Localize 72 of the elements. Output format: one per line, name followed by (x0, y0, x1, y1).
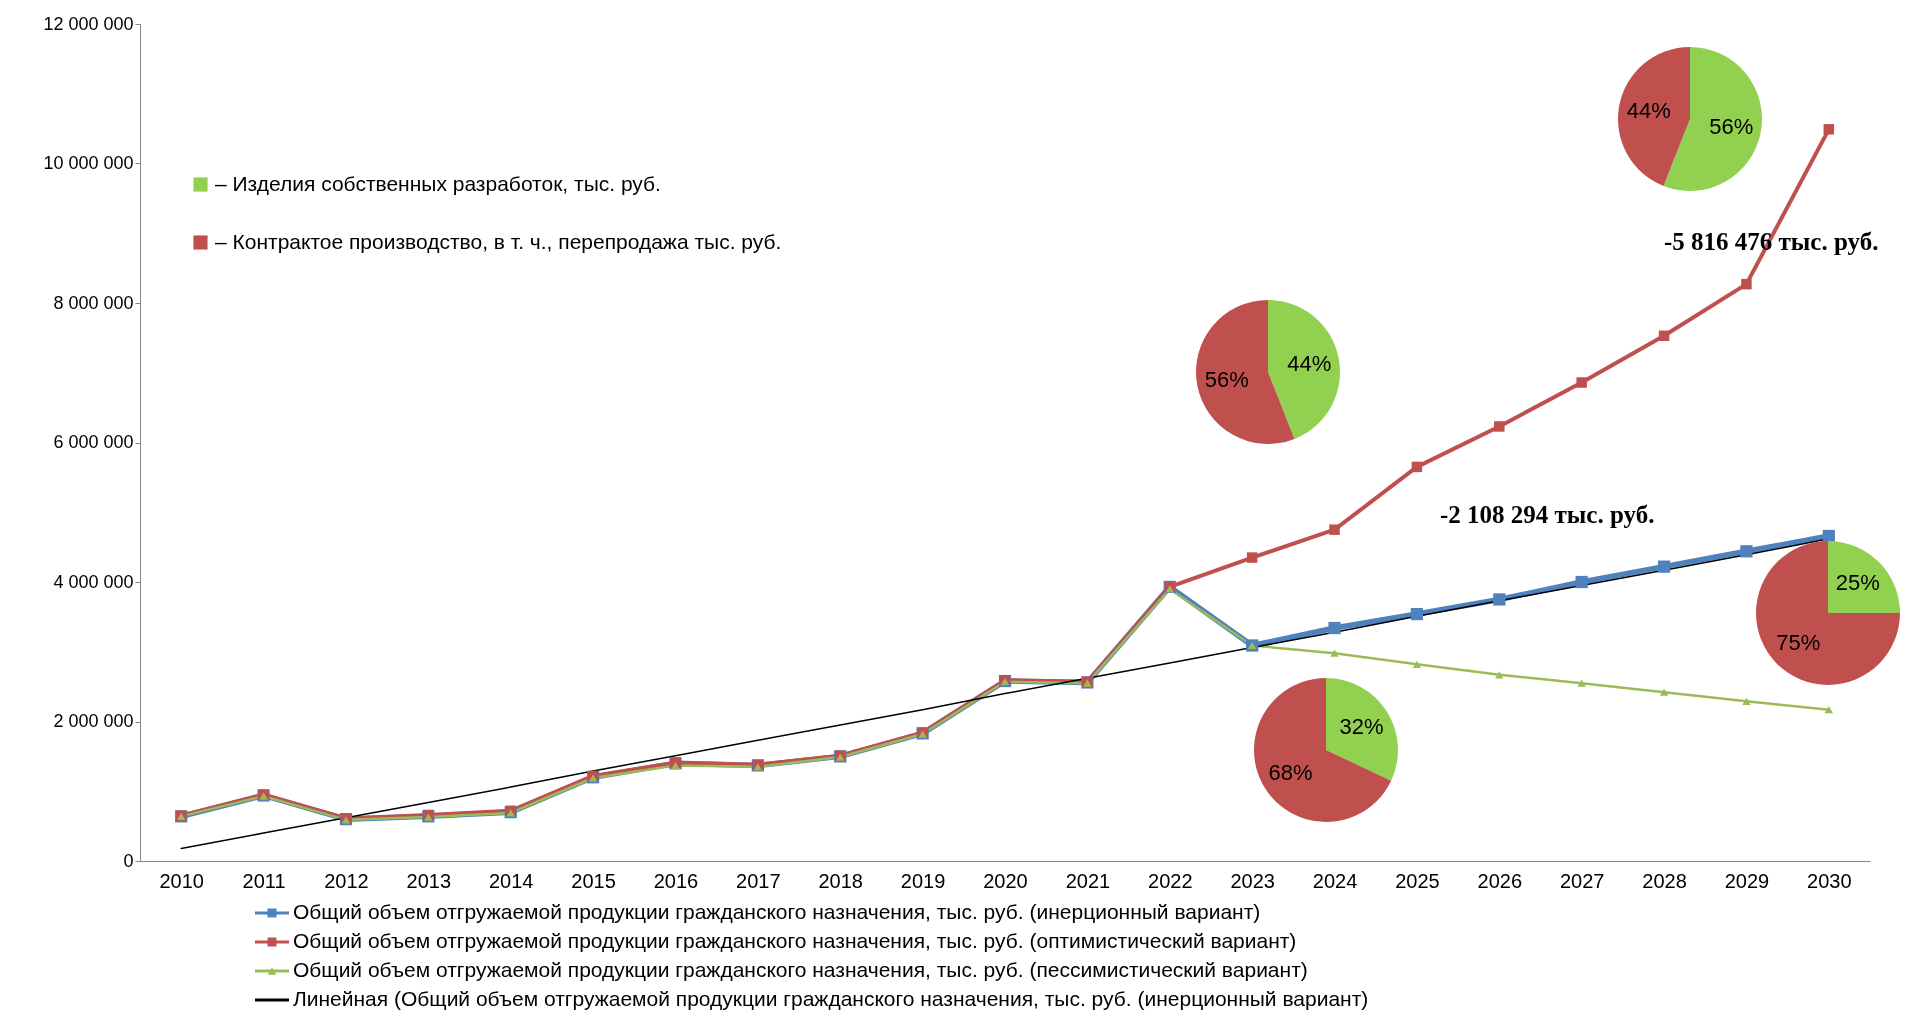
point (1329, 524, 1340, 535)
x-tick-label: 2025 (1395, 869, 1440, 892)
point (1410, 607, 1424, 621)
x-tick-label: 2010 (159, 869, 204, 892)
pie-slice (1828, 541, 1900, 613)
point (671, 761, 680, 770)
x-tick-label: 2027 (1559, 869, 1605, 892)
y-tick-label: 6 000 000 (53, 432, 134, 452)
point (1577, 679, 1586, 687)
legend-label: Общий объем отгружаемой продукции гражданского назначения, тыс. руб. (оптимистический вариант) (293, 929, 1297, 952)
x-tick-label: 2015 (571, 869, 616, 892)
x-tick-label: 2028 (1642, 869, 1687, 892)
point (1741, 278, 1752, 290)
y-tick-label: 10 000 000 (43, 153, 134, 173)
point (1576, 377, 1587, 388)
point (1824, 706, 1833, 714)
x-tick-label: 2018 (818, 869, 863, 892)
pie-slice (1326, 678, 1398, 781)
x-tick-label: 2022 (1148, 869, 1193, 892)
point (1411, 461, 1423, 473)
data-label: 68% (1268, 759, 1313, 785)
x-tick-label: 2014 (488, 869, 534, 892)
point (1495, 671, 1504, 679)
x-tick-label: 2029 (1724, 869, 1770, 892)
point (1328, 621, 1341, 635)
data-label: 44% (1287, 351, 1332, 377)
x-tick-label: 2026 (1477, 869, 1523, 892)
data-label: 25% (1835, 570, 1880, 596)
pie-slice (1268, 300, 1340, 439)
x-tick-label: 2016 (653, 869, 699, 892)
point (1823, 124, 1835, 135)
point (1740, 545, 1753, 558)
point (1165, 585, 1174, 593)
x-tick-label: 2020 (983, 869, 1028, 892)
data-label: 44% (1626, 98, 1671, 124)
x-tick-label: 2023 (1230, 869, 1275, 892)
data-label: 56% (1709, 113, 1754, 139)
x-tick-label: 2013 (406, 869, 452, 892)
point (1494, 421, 1505, 432)
legend-label: Линейная (Общий объем отгружаемой продукции гражданского назначения, тыс. руб. (инерционный вариант) (293, 987, 1369, 1010)
x-tick-label: 2017 (736, 869, 781, 892)
legend-label: Общий объем отгружаемой продукции гражданского назначения, тыс. руб. (инерционный вариант) (293, 900, 1261, 923)
y-tick-label: 12 000 000 (43, 13, 134, 34)
point (1246, 552, 1258, 563)
x-tick-label: 2011 (242, 869, 286, 892)
point (1742, 697, 1751, 705)
point (1657, 560, 1671, 573)
pie-slice (1254, 678, 1392, 822)
legend-label: – Изделия собственных разработок, тыс. руб. (215, 171, 661, 195)
annotation: -2 108 294 тыс. руб. (1440, 501, 1655, 528)
point (1659, 688, 1669, 696)
point (1330, 649, 1339, 657)
data-label: 75% (1776, 629, 1821, 655)
legend-label: – Контрактое производство, в т. ч., перепродажа тыс. руб. (215, 229, 782, 253)
data-label: 56% (1204, 366, 1249, 392)
point (1658, 330, 1670, 342)
point (1412, 660, 1422, 668)
legend-label: Общий объем отгружаемой продукции гражданского назначения, тыс. руб. (пессимистический вариант) (293, 958, 1308, 981)
x-tick-label: 2030 (1807, 869, 1852, 892)
y-tick-label: 4 000 000 (53, 571, 134, 592)
x-tick-label: 2019 (900, 869, 946, 892)
x-tick-label: 2012 (324, 869, 369, 892)
x-tick-label: 2024 (1312, 869, 1358, 892)
x-tick-label: 2021 (1065, 869, 1111, 892)
point (1493, 593, 1506, 606)
point (1575, 575, 1588, 589)
pie-slice (1618, 47, 1690, 186)
y-tick-label: 0 (123, 850, 134, 871)
y-tick-label: 8 000 000 (53, 292, 134, 313)
y-tick-label: 2 000 000 (53, 711, 134, 731)
pie-slice (1756, 541, 1900, 685)
data-label: 32% (1339, 714, 1384, 740)
